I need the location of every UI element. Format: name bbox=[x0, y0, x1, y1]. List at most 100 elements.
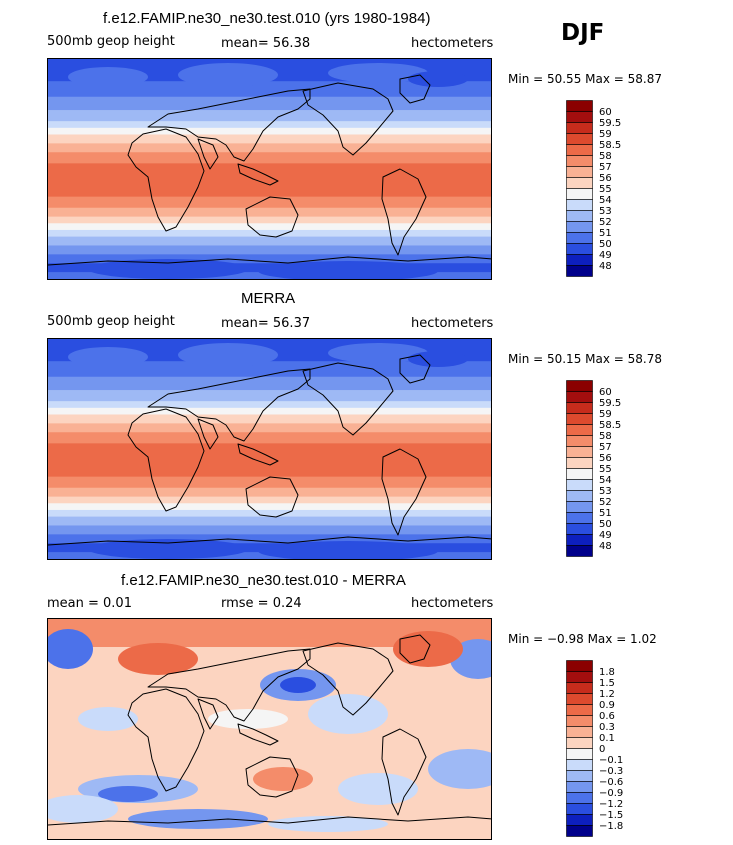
contour-band bbox=[48, 236, 491, 247]
contour-blob bbox=[338, 773, 418, 805]
colorbar-tick-label: 51 bbox=[599, 228, 612, 239]
panel-2-minmax: Min = 50.15 Max = 58.78 bbox=[508, 352, 662, 366]
colorbar-tick-label: 1.8 bbox=[599, 667, 615, 678]
colorbar-swatch bbox=[566, 144, 593, 156]
contour-blob bbox=[428, 749, 491, 789]
panel-1-minmax: Min = 50.55 Max = 58.87 bbox=[508, 72, 662, 86]
colorbar-swatch bbox=[566, 704, 593, 716]
colorbar-tick-label: −1.2 bbox=[599, 799, 623, 810]
panel-1-units: hectometers bbox=[411, 36, 494, 51]
colorbar-swatch bbox=[566, 512, 593, 524]
colorbar-swatch bbox=[566, 243, 593, 255]
contour-band bbox=[48, 407, 491, 416]
contour-blob bbox=[88, 539, 248, 559]
panel-3-minmax: Min = −0.98 Max = 1.02 bbox=[508, 632, 657, 646]
contour-blob bbox=[258, 261, 438, 279]
contour-band bbox=[48, 503, 491, 511]
coastline bbox=[48, 634, 491, 826]
coastline-segment bbox=[381, 728, 427, 816]
colorbar-swatch bbox=[566, 759, 593, 771]
colorbar-tick-label: 59.5 bbox=[599, 398, 621, 409]
colorbar-tick-label: 0 bbox=[599, 744, 605, 755]
colorbar-swatch bbox=[566, 490, 593, 502]
colorbar-swatch bbox=[566, 825, 593, 837]
colorbar-tick-label: 52 bbox=[599, 217, 612, 228]
contour-band bbox=[48, 152, 491, 164]
coastline-segment bbox=[237, 163, 279, 186]
colorbar-tick-label: 0.1 bbox=[599, 733, 615, 744]
panel-1-map bbox=[47, 58, 492, 280]
colorbar-tick-label: −0.9 bbox=[599, 788, 623, 799]
coastline-segment bbox=[48, 256, 491, 266]
season-label: DJF bbox=[561, 20, 605, 46]
coastline-segment bbox=[381, 168, 427, 256]
colorbar-swatch bbox=[566, 100, 593, 112]
contour-band bbox=[48, 134, 491, 144]
contour-band bbox=[48, 390, 491, 402]
coastline bbox=[48, 74, 491, 266]
contour-band bbox=[48, 229, 491, 238]
contour-blob bbox=[178, 63, 278, 87]
colorbar-swatch bbox=[566, 748, 593, 760]
colorbar-swatch bbox=[566, 770, 593, 782]
contour-band bbox=[48, 432, 491, 444]
colorbar-tick-label: 56 bbox=[599, 453, 612, 464]
colorbar-tick-label: 55 bbox=[599, 184, 612, 195]
colorbar-swatch bbox=[566, 254, 593, 266]
colorbar-tick-label: 58.5 bbox=[599, 420, 621, 431]
colorbar-tick-label: 50 bbox=[599, 239, 612, 250]
colorbar-swatch bbox=[566, 814, 593, 826]
colorbar-swatch bbox=[566, 424, 593, 436]
contour-band bbox=[48, 196, 491, 209]
coastline-segment bbox=[127, 408, 205, 512]
contour-blob bbox=[280, 677, 316, 693]
panel-1-colorbar: 60 59.5 59 58.5 58 57 56 55 54 53 52 51 50 49 48 bbox=[566, 100, 636, 285]
panel-3-units: hectometers bbox=[411, 596, 494, 611]
contour-blob bbox=[68, 347, 148, 367]
colorbar-swatch bbox=[566, 232, 593, 244]
colorbar-tick-label: 49 bbox=[599, 530, 612, 541]
colorbar-tick-label: 57 bbox=[599, 162, 612, 173]
colorbar-tick-label: −1.5 bbox=[599, 810, 623, 821]
contour-blob bbox=[208, 709, 288, 729]
colorbar-swatch bbox=[566, 133, 593, 145]
colorbar-tick-label: 54 bbox=[599, 195, 612, 206]
contour-band bbox=[48, 163, 491, 198]
panel-2-title: MERRA bbox=[241, 290, 296, 307]
panel-1-variable-label: 500mb geop height bbox=[47, 34, 175, 49]
colorbar-swatch bbox=[566, 221, 593, 233]
colorbar-tick-label: 48 bbox=[599, 541, 612, 552]
coastline-segment bbox=[127, 688, 205, 792]
coastline-segment bbox=[302, 82, 394, 156]
panel-3-title: f.e12.FAMIP.ne30_ne30.test.010 - MERRA bbox=[121, 572, 406, 589]
colorbar-swatch bbox=[566, 792, 593, 804]
colorbar-tick-label: 0.9 bbox=[599, 700, 615, 711]
colorbar-tick-label: 53 bbox=[599, 206, 612, 217]
coastline-segment bbox=[147, 648, 311, 722]
map-field bbox=[48, 619, 491, 839]
colorbar-tick-label: 52 bbox=[599, 497, 612, 508]
colorbar-swatch bbox=[566, 188, 593, 200]
coastline-segment bbox=[399, 634, 431, 664]
panel-1-mean: mean= 56.38 bbox=[221, 36, 311, 51]
panel-3-colorbar: 1.8 1.5 1.2 0.9 0.6 0.3 0.1 0 −0.1 −0.3 −0.6 −0.9 −1… bbox=[566, 660, 636, 845]
colorbar-tick-label: −0.3 bbox=[599, 766, 623, 777]
colorbar-swatch bbox=[566, 726, 593, 738]
contour-band bbox=[48, 254, 491, 264]
colorbar-tick-label: 59 bbox=[599, 129, 612, 140]
coastline-segment bbox=[147, 88, 311, 162]
panel-3-mean: mean = 0.01 bbox=[47, 596, 132, 611]
contour-blob bbox=[118, 643, 198, 675]
colorbar-swatch bbox=[566, 391, 593, 403]
panel-2-mean: mean= 56.37 bbox=[221, 316, 311, 331]
contour-blob bbox=[268, 816, 388, 832]
coastline bbox=[48, 354, 491, 546]
colorbar-tick-label: 55 bbox=[599, 464, 612, 475]
colorbar-tick-label: −0.6 bbox=[599, 777, 623, 788]
colorbar-swatch bbox=[566, 803, 593, 815]
coastline-segment bbox=[197, 698, 219, 730]
colorbar-swatch bbox=[566, 781, 593, 793]
colorbar-tick-label: 50 bbox=[599, 519, 612, 530]
